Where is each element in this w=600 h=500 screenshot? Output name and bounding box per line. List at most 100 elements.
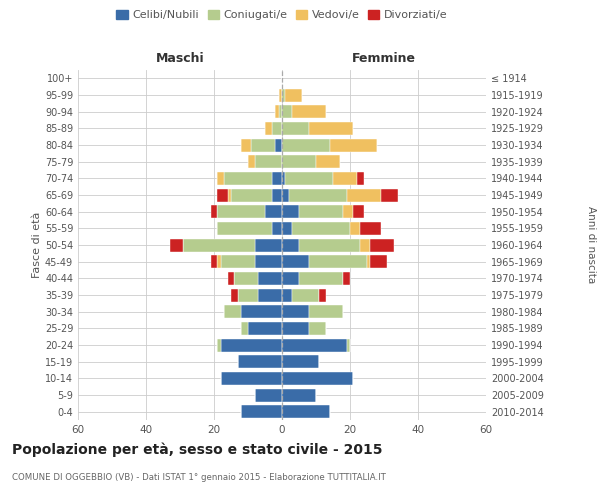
Bar [217,172,224,185]
Bar [265,205,282,218]
Bar [282,88,286,102]
Bar [370,255,388,268]
Bar [231,188,272,202]
Bar [282,222,292,235]
Bar [235,272,258,285]
Bar [258,272,282,285]
Bar [248,322,282,335]
Bar [211,255,217,268]
Bar [255,255,282,268]
Bar [255,238,282,252]
Bar [217,255,221,268]
Bar [241,405,282,418]
Bar [299,272,343,285]
Bar [286,88,302,102]
Bar [343,272,350,285]
Bar [282,272,299,285]
Bar [217,188,227,202]
Bar [282,338,347,351]
Bar [309,322,326,335]
Bar [241,138,251,151]
Bar [347,188,380,202]
Bar [316,155,340,168]
Bar [282,188,289,202]
Bar [217,222,272,235]
Text: Maschi: Maschi [155,52,205,65]
Bar [221,338,282,351]
Bar [282,288,292,302]
Bar [231,288,238,302]
Bar [224,172,272,185]
Bar [278,105,282,118]
Bar [343,205,353,218]
Bar [221,255,255,268]
Bar [275,105,278,118]
Bar [347,338,350,351]
Bar [309,255,367,268]
Bar [221,372,282,385]
Bar [170,238,184,252]
Bar [282,155,316,168]
Bar [292,105,326,118]
Bar [282,372,353,385]
Text: Anni di nascita: Anni di nascita [586,206,596,284]
Bar [278,88,282,102]
Bar [367,255,370,268]
Bar [309,305,343,318]
Bar [227,188,231,202]
Bar [184,238,255,252]
Bar [282,405,329,418]
Bar [248,155,255,168]
Bar [286,172,333,185]
Bar [357,172,364,185]
Bar [289,188,347,202]
Bar [292,222,350,235]
Bar [265,122,272,135]
Bar [272,188,282,202]
Bar [272,222,282,235]
Bar [238,288,258,302]
Text: Popolazione per età, sesso e stato civile - 2015: Popolazione per età, sesso e stato civil… [12,442,383,457]
Text: COMUNE DI OGGEBBIO (VB) - Dati ISTAT 1° gennaio 2015 - Elaborazione TUTTITALIA.I: COMUNE DI OGGEBBIO (VB) - Dati ISTAT 1° … [12,472,386,482]
Bar [299,238,360,252]
Bar [227,272,235,285]
Bar [282,322,309,335]
Legend: Celibi/Nubili, Coniugati/e, Vedovi/e, Divorziati/e: Celibi/Nubili, Coniugati/e, Vedovi/e, Di… [112,6,452,25]
Bar [309,122,353,135]
Bar [319,288,326,302]
Bar [350,222,360,235]
Bar [241,305,282,318]
Bar [353,205,364,218]
Bar [282,238,299,252]
Bar [241,322,248,335]
Bar [211,205,217,218]
Bar [333,172,357,185]
Bar [255,155,282,168]
Bar [275,138,282,151]
Bar [217,338,221,351]
Bar [282,205,299,218]
Bar [329,138,377,151]
Bar [282,122,309,135]
Bar [282,138,329,151]
Bar [251,138,275,151]
Bar [292,288,319,302]
Text: Femmine: Femmine [352,52,416,65]
Bar [282,255,309,268]
Bar [370,238,394,252]
Bar [272,172,282,185]
Bar [217,205,265,218]
Bar [299,205,343,218]
Bar [258,288,282,302]
Bar [282,172,286,185]
Bar [282,388,316,402]
Bar [255,388,282,402]
Bar [282,105,292,118]
Bar [282,305,309,318]
Y-axis label: Fasce di età: Fasce di età [32,212,42,278]
Bar [238,355,282,368]
Bar [360,222,380,235]
Bar [272,122,282,135]
Bar [224,305,241,318]
Bar [282,355,319,368]
